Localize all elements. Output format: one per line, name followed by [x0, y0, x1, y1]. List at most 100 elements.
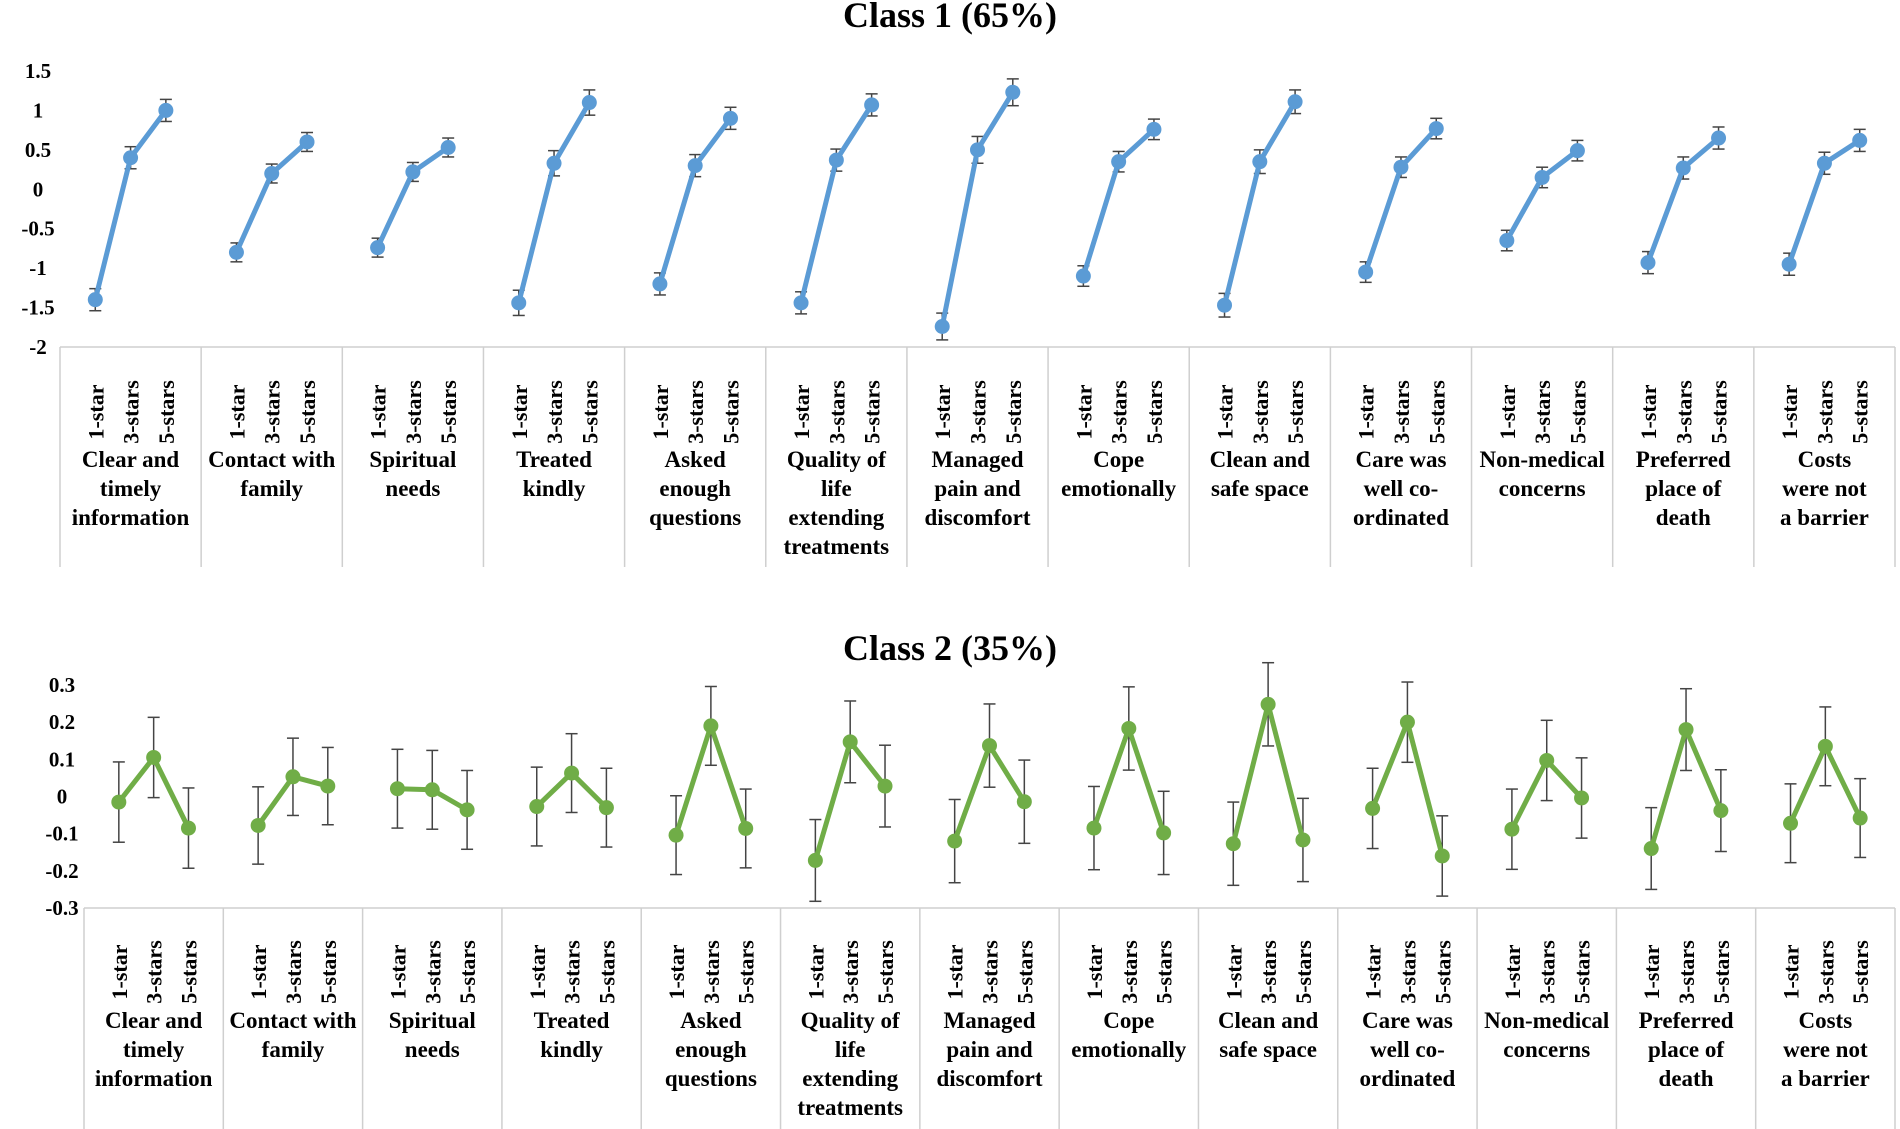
y-tick-label: 1.5 [25, 59, 51, 83]
category-label-line: Costs [1798, 447, 1852, 472]
data-point [1225, 836, 1241, 852]
category-group: 1-star 3-stars 5-stars Treated kindly [507, 89, 602, 501]
data-point [250, 817, 266, 833]
category-label-line: death [1659, 1066, 1714, 1091]
y-tick-label: -0.5 [21, 217, 54, 241]
data-point [299, 134, 315, 150]
category-label-line: kindly [540, 1037, 603, 1062]
data-point [1539, 752, 1555, 768]
y-tick-label: 0.1 [49, 747, 75, 771]
data-point [1146, 121, 1162, 137]
data-point [877, 778, 893, 794]
level-tick-label: 3-stars [401, 380, 426, 444]
category-label-line: Spiritual [389, 1008, 476, 1033]
level-tick-label: 1-star [1639, 944, 1664, 999]
level-tick-label: 1-star [1495, 384, 1520, 439]
data-point [1816, 155, 1832, 171]
series-line [516, 101, 592, 304]
category-label-line: information [72, 505, 190, 530]
series-line [1504, 148, 1579, 242]
category-group: 1-star 3-stars 5-stars Clean and safe space [1218, 661, 1318, 1062]
level-tick-label: 1-star [1777, 384, 1802, 439]
category-label-line: discomfort [936, 1066, 1042, 1091]
series-line [657, 116, 733, 285]
data-point [703, 718, 719, 734]
data-point [1217, 297, 1233, 313]
category-label-line: safe space [1219, 1037, 1317, 1062]
category-label-line: Treated [516, 447, 592, 472]
level-tick-label: 5-stars [1152, 940, 1177, 1004]
series-line [234, 140, 309, 254]
y-tick-label: 0 [57, 785, 68, 809]
category-label-line: enough [675, 1037, 747, 1062]
data-point [87, 292, 103, 308]
level-tick-label: 5-stars [1565, 380, 1590, 444]
level-tick-label: 5-stars [1848, 380, 1873, 444]
category-label-line: well co- [1370, 1037, 1445, 1062]
category-label-line: Non-medical [1480, 447, 1605, 472]
category-group: 1-star 3-stars 5-stars Costs were not a barri… [1779, 706, 1873, 1091]
data-point [1643, 841, 1659, 857]
y-tick-label: 0 [33, 177, 44, 201]
data-point [581, 95, 597, 111]
level-tick-label: 5-stars [1430, 940, 1455, 1004]
category-label-line: a barrier [1781, 1066, 1870, 1091]
category-group: 1-star 3-stars 5-stars Spiritual needs [366, 137, 461, 501]
category-label-line: place of [1645, 476, 1721, 501]
series-line [92, 108, 168, 301]
data-point [1711, 130, 1727, 146]
data-point [1365, 800, 1381, 816]
y-tick-label: 0.3 [49, 673, 75, 697]
category-label-line: life [835, 1037, 866, 1062]
data-point [1121, 720, 1137, 736]
category-group: 1-star 3-stars 5-stars Preferred place of dea… [1636, 126, 1732, 530]
level-tick-label: 1-star [1500, 944, 1525, 999]
level-tick-label: 1-star [943, 944, 968, 999]
data-point [1295, 832, 1311, 848]
level-tick-label: 5-stars [455, 940, 480, 1004]
data-point [1504, 821, 1520, 837]
level-tick-label: 3-stars [1117, 940, 1142, 1004]
y-tick-label: 0.5 [25, 138, 51, 162]
level-tick-label: 1-star [1636, 384, 1661, 439]
category-label-line: Contact with [208, 447, 335, 472]
data-point [1434, 848, 1450, 864]
category-label-line: Costs [1799, 1008, 1853, 1033]
level-tick-label: 1-star [83, 384, 108, 439]
chart-title: Class 2 (35%) [843, 628, 1057, 668]
level-tick-label: 5-stars [1848, 940, 1873, 1004]
level-tick-label: 5-stars [154, 380, 179, 444]
level-tick-label: 1-star [1221, 944, 1246, 999]
level-tick-label: 3-stars [1107, 380, 1132, 444]
level-tick-label: 1-star [1071, 384, 1096, 439]
level-tick-label: 3-stars [966, 380, 991, 444]
data-point [1111, 154, 1127, 170]
level-tick-label: 1-star [1213, 384, 1238, 439]
level-tick-label: 5-stars [577, 380, 602, 444]
category-label-line: pain and [946, 1037, 1033, 1062]
y-tick-label: -0.2 [45, 859, 78, 883]
level-tick-label: 5-stars [1142, 380, 1167, 444]
category-label-line: Contact with [229, 1008, 356, 1033]
data-point [1574, 790, 1590, 806]
y-tick-label: -0.3 [45, 896, 78, 920]
category-label-line: ordinated [1353, 505, 1449, 530]
category-group: 1-star 3-stars 5-stars Managed pain and disco… [936, 703, 1043, 1091]
category-label-line: Asked [665, 447, 727, 472]
level-tick-label: 1-star [224, 384, 249, 439]
data-point [1005, 84, 1021, 100]
y-tick-label: -0.1 [45, 822, 78, 846]
data-point [934, 318, 950, 334]
level-tick-label: 5-stars [860, 380, 885, 444]
series-line [1363, 126, 1439, 273]
level-tick-label: 3-stars [142, 940, 167, 1004]
category-group: 1-star 3-stars 5-stars Care was well co-ordi… [1353, 117, 1449, 530]
level-tick-label: 3-stars [838, 940, 863, 1004]
level-tick-label: 1-star [803, 944, 828, 999]
category-label-line: well co- [1364, 476, 1439, 501]
level-tick-label: 3-stars [1389, 380, 1414, 444]
category-group: 1-star 3-stars 5-stars Treated kindly [525, 732, 619, 1062]
level-tick-label: 5-stars [734, 940, 759, 1004]
data-point [1675, 160, 1691, 176]
chart-1: Class 1 (65%) 1.5 1 0.5 0 -0.5 -1 -1.5 -2 1-star 3… [21, 0, 1896, 567]
